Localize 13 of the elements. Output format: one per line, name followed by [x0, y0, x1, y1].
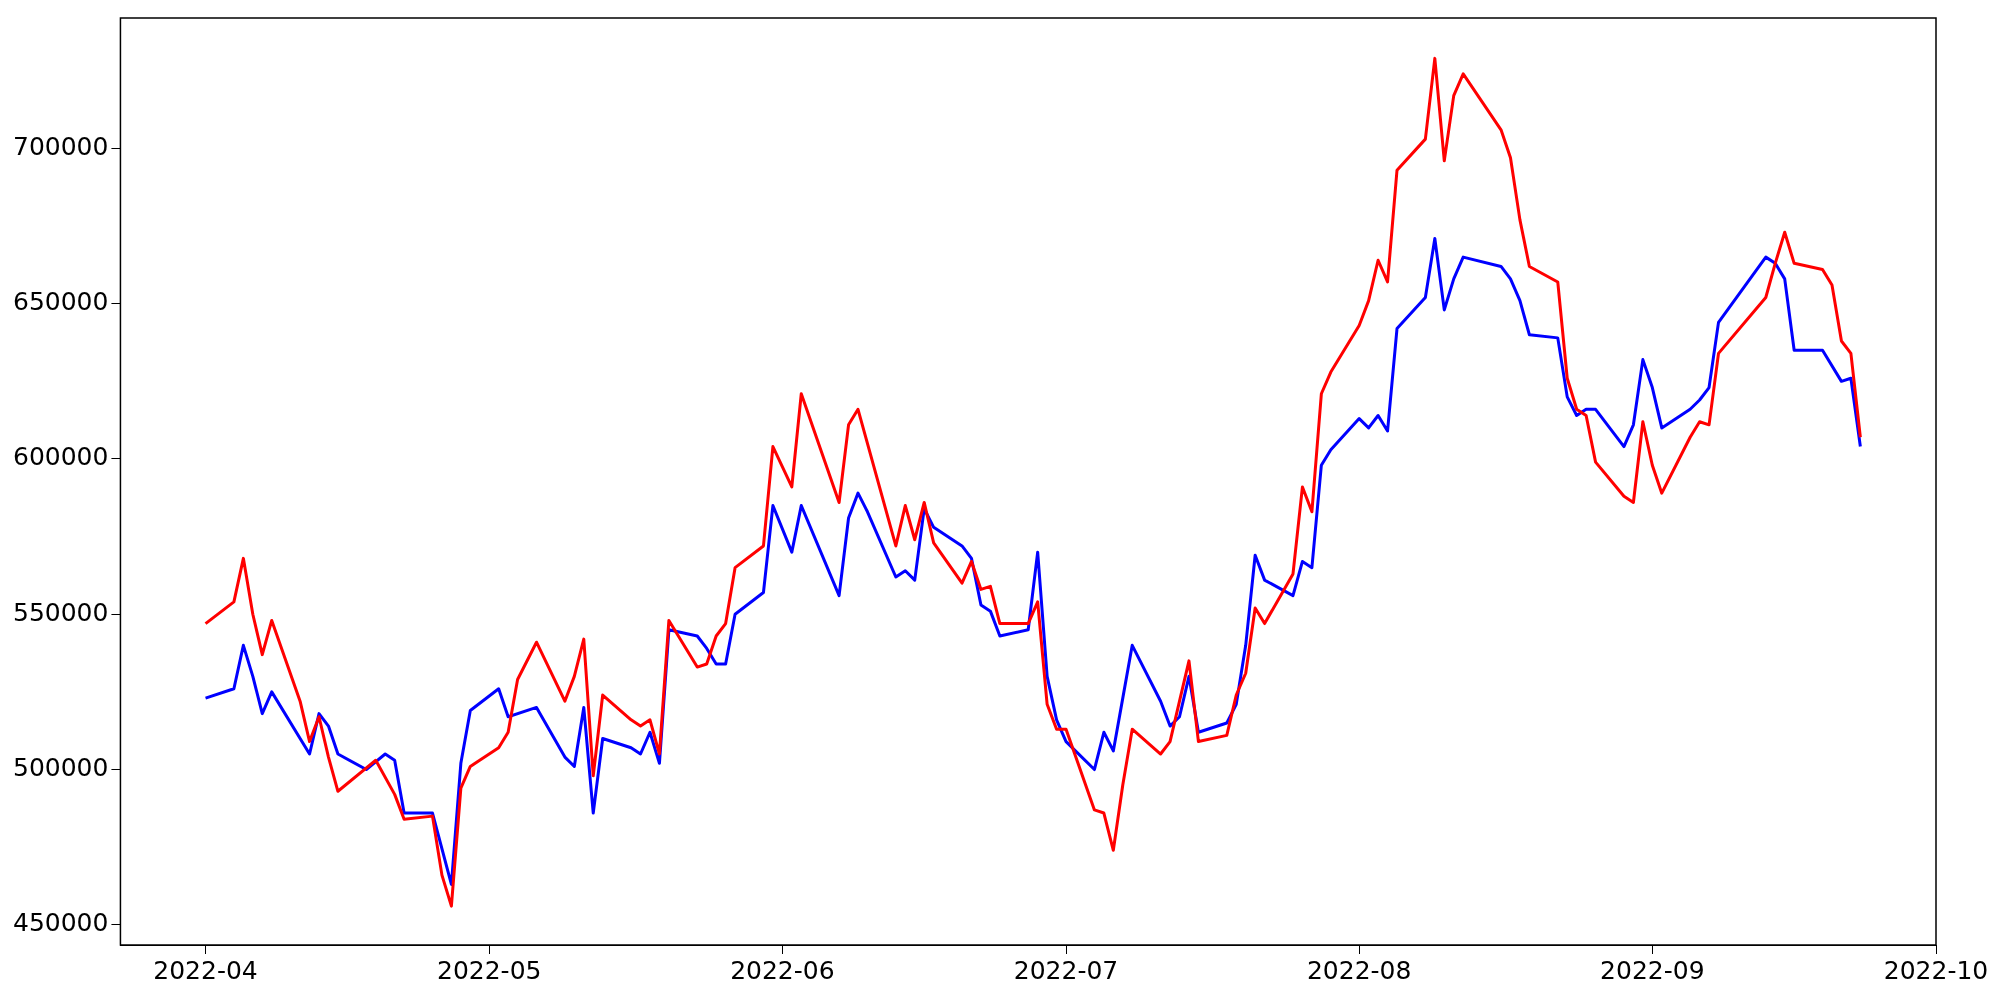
y-tick-label: 550000 [13, 597, 109, 627]
x-tick-label: 2022-08 [1306, 955, 1412, 985]
y-tick-label: 500000 [13, 753, 109, 783]
x-tick-label: 2022-04 [153, 955, 258, 985]
x-tick-label: 2022-10 [1883, 955, 1989, 985]
y-tick-label: 700000 [13, 131, 109, 161]
x-tick-label: 2022-07 [1013, 955, 1119, 985]
y-tick-label: 450000 [13, 908, 109, 938]
x-tick-label: 2022-09 [1600, 955, 1705, 985]
y-tick-label: 600000 [13, 442, 109, 472]
x-tick-label: 2022-05 [436, 955, 542, 985]
y-tick-label: 650000 [13, 287, 109, 317]
x-tick-label: 2022-06 [730, 955, 835, 985]
